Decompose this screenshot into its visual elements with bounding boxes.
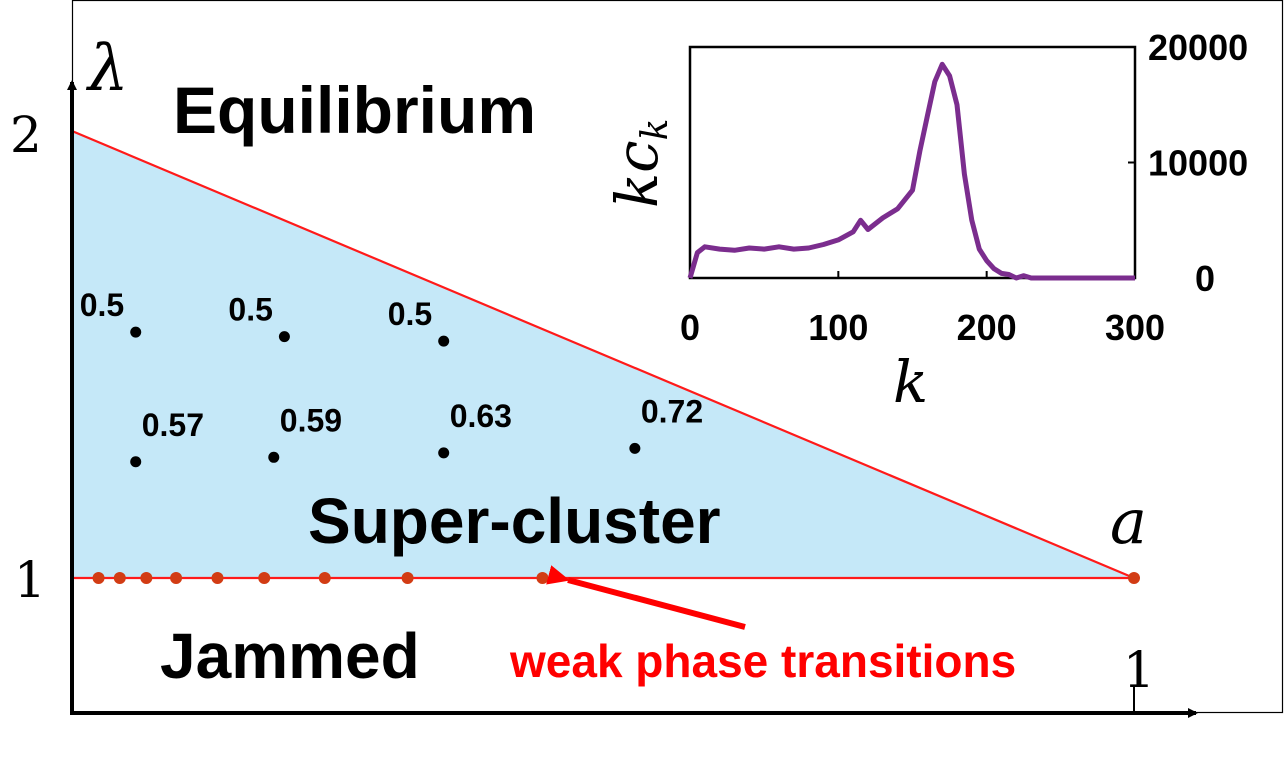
equilibrium-boundary-line xyxy=(71,129,1135,580)
x-tick-1: 1 xyxy=(1123,641,1155,699)
phase-point-dot xyxy=(130,456,142,468)
x-axis-symbol: a xyxy=(1110,485,1147,558)
inset-x-tick-label: 0 xyxy=(680,307,700,348)
y-axis-symbol: λ xyxy=(85,32,129,106)
phase-point-label: 0.57 xyxy=(142,407,204,443)
phase-point-dot xyxy=(130,326,142,338)
inset-y-label: kck xyxy=(603,119,676,208)
transition-point xyxy=(113,572,126,584)
inset-x-tick-label: 100 xyxy=(808,307,868,348)
transition-point xyxy=(536,572,549,584)
transition-point xyxy=(258,572,271,584)
phase-point-dot xyxy=(438,335,450,347)
phase-point-label: 0.72 xyxy=(641,393,703,429)
transition-points xyxy=(92,572,1140,584)
transition-point xyxy=(1128,572,1140,584)
inset-plot-area xyxy=(688,45,1137,280)
transition-point xyxy=(318,572,331,584)
transition-point xyxy=(92,572,105,584)
inset-x-tick-label: 300 xyxy=(1105,307,1165,348)
inset-y-tick-label: 10000 xyxy=(1148,143,1248,184)
jammed-label: Jammed xyxy=(160,620,420,692)
phase-point-label: 0.59 xyxy=(280,402,342,438)
transition-point xyxy=(170,572,183,584)
phase-point-label: 0.5 xyxy=(80,287,124,323)
inset-x-label: k xyxy=(893,348,928,416)
phase-point-dot xyxy=(278,331,290,343)
transition-point xyxy=(211,572,224,584)
phase-point-label: 0.5 xyxy=(228,292,272,328)
equilibrium-label: Equilibrium xyxy=(173,73,536,147)
inset-y-label-sub: k xyxy=(635,119,676,141)
inset-y-label-main: kc xyxy=(603,140,671,208)
inset-tick-labels: 0 100 200 300 20000 10000 0 xyxy=(680,27,1248,348)
phase-point-label: 0.63 xyxy=(450,398,512,434)
inset-y-tick-label: 0 xyxy=(1195,258,1215,299)
phase-point-dot xyxy=(629,442,641,454)
annotation-arrow xyxy=(546,565,746,630)
phase-point-label: 0.5 xyxy=(388,296,432,332)
inset-data-line xyxy=(687,61,1135,281)
transition-point xyxy=(140,572,153,584)
weak-phase-transitions-label: weak phase transitions xyxy=(509,635,1016,687)
inset-x-tick-label: 200 xyxy=(957,307,1017,348)
y-tick-2: 2 xyxy=(10,106,42,164)
phase-points: 0.5 0.5 0.5 0.57 0.59 0.63 0.72 xyxy=(80,287,703,468)
transition-point xyxy=(401,572,414,584)
y-tick-1: 1 xyxy=(14,551,46,609)
inset-y-tick-label: 20000 xyxy=(1148,27,1248,68)
super-cluster-label: Super-cluster xyxy=(308,485,721,557)
phase-point-dot xyxy=(268,451,280,463)
phase-point-dot xyxy=(438,447,450,459)
